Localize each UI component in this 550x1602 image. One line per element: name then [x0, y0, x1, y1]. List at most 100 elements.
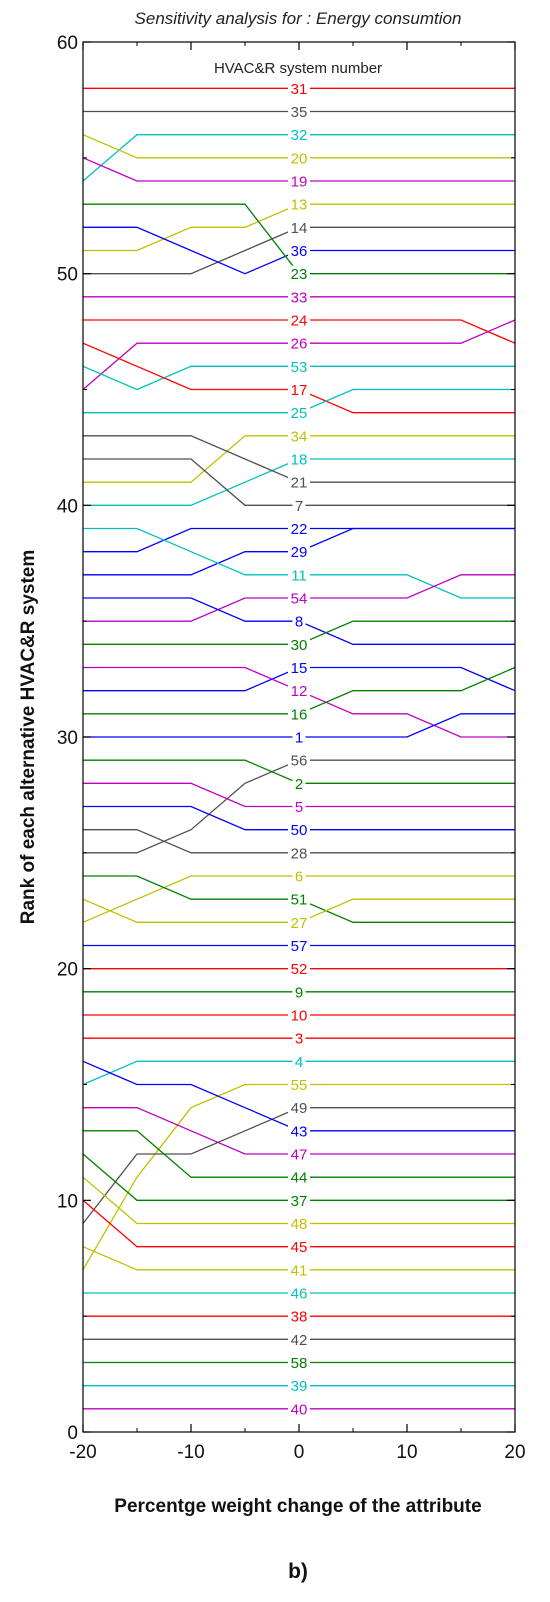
series-label-bg: [288, 80, 310, 97]
series-label-48: 48: [291, 1216, 308, 1233]
series-label-bg: [288, 960, 310, 977]
series-label-bg: [288, 404, 310, 421]
series-label-bg: [288, 451, 310, 467]
series-label-42: 42: [291, 1332, 308, 1349]
series-label-bg: [288, 891, 310, 908]
series-label-32: 32: [291, 127, 308, 144]
series-label-bg: [288, 288, 310, 305]
series-label-bg: [288, 1331, 310, 1348]
series-label-bg: [288, 427, 310, 444]
series-label-bg: [288, 126, 310, 143]
series-label-12: 12: [291, 683, 308, 700]
series-label-bg: [288, 705, 310, 722]
series-label-56: 56: [291, 753, 308, 770]
series-label-58: 58: [291, 1355, 308, 1372]
series-label-4: 4: [295, 1054, 303, 1071]
series-label-28: 28: [291, 845, 308, 862]
y-tick-label: 60: [57, 33, 78, 54]
series-line-26: [83, 319, 515, 390]
series-label-45: 45: [291, 1239, 308, 1256]
series-label-10: 10: [291, 1008, 308, 1025]
series-label-2: 2: [295, 776, 303, 793]
series-label-bg: [292, 497, 306, 514]
series-label-31: 31: [291, 81, 308, 98]
series-label-35: 35: [291, 104, 308, 121]
series-label-18: 18: [291, 452, 308, 469]
y-tick-label: 40: [57, 496, 78, 517]
series-label-29: 29: [291, 544, 308, 561]
series-label-23: 23: [291, 266, 308, 283]
series-label-bg: [288, 821, 310, 838]
series-label-bg: [288, 1215, 310, 1232]
series-label-bg: [292, 868, 306, 884]
series-label-53: 53: [291, 359, 308, 376]
x-tick-label: 0: [294, 1442, 305, 1463]
series-label-bg: [292, 798, 306, 815]
series-label-13: 13: [291, 197, 308, 214]
series-line-12: [83, 666, 515, 738]
series-label-bg: [288, 1099, 310, 1116]
series-label-bg: [288, 752, 310, 769]
series-label-47: 47: [291, 1147, 308, 1164]
series-label-8: 8: [295, 614, 303, 631]
series-label-bg: [288, 219, 310, 236]
series-label-46: 46: [291, 1286, 308, 1303]
series-label-bg: [288, 335, 310, 352]
series-label-49: 49: [291, 1100, 308, 1117]
y-axis-label: Rank of each alternative HVAC&R system: [18, 550, 39, 925]
y-axis: 0 10 20 30 40 50 60: [57, 33, 515, 1444]
series-label-17: 17: [291, 382, 308, 399]
series-label-bg: [288, 520, 310, 537]
series-label-41: 41: [291, 1262, 308, 1279]
series-label-bg: [288, 682, 310, 699]
series-label-bg: [288, 1007, 310, 1023]
x-tick-label: -20: [69, 1442, 96, 1463]
series-label-bg: [288, 196, 310, 213]
series-label-bg: [292, 1030, 306, 1047]
series-label-bg: [288, 1308, 310, 1325]
series-label-44: 44: [291, 1170, 308, 1187]
series-label-51: 51: [291, 892, 308, 909]
series-label-38: 38: [291, 1309, 308, 1326]
series-label-54: 54: [291, 591, 308, 608]
chart-title: Sensitivity analysis for : Energy consum…: [135, 9, 462, 28]
series-line-11: [83, 527, 515, 599]
series-label-bg: [288, 358, 310, 375]
series-label-14: 14: [291, 220, 308, 237]
series-label-37: 37: [291, 1193, 308, 1210]
series-label-9: 9: [295, 984, 303, 1001]
series-label-3: 3: [295, 1031, 303, 1048]
series-label-bg: [288, 1377, 310, 1394]
x-tick-label: 20: [504, 1442, 525, 1463]
y-tick-label: 0: [67, 1423, 78, 1444]
series-label-6: 6: [295, 869, 303, 886]
series-label-bg: [288, 914, 310, 931]
x-tick-label: 10: [396, 1442, 417, 1463]
series-labels: 3135322019131436233324265317253418217222…: [288, 80, 310, 1418]
series-label-bg: [288, 103, 310, 120]
series-label-bg: [292, 1053, 306, 1070]
x-tick-label: -10: [177, 1442, 204, 1463]
series-label-20: 20: [291, 150, 308, 167]
series-label-bg: [288, 1238, 310, 1255]
series-label-bg: [288, 1076, 310, 1093]
y-tick-label: 20: [57, 960, 78, 981]
series-label-36: 36: [291, 243, 308, 260]
series-line-17: [83, 342, 515, 414]
series-label-30: 30: [291, 637, 308, 654]
figure-caption: b): [288, 1560, 308, 1583]
series-lines: [83, 87, 515, 1410]
series-label-bg: [288, 1146, 310, 1162]
series-label-50: 50: [291, 822, 308, 839]
series-label-bg: [288, 659, 310, 676]
series-label-5: 5: [295, 799, 303, 816]
series-label-bg: [288, 149, 310, 166]
series-label-40: 40: [291, 1401, 308, 1418]
series-label-24: 24: [291, 313, 308, 330]
series-label-bg: [288, 1122, 310, 1139]
series-label-57: 57: [291, 938, 308, 955]
series-label-55: 55: [291, 1077, 308, 1094]
series-label-21: 21: [291, 475, 308, 492]
series-label-43: 43: [291, 1123, 308, 1140]
